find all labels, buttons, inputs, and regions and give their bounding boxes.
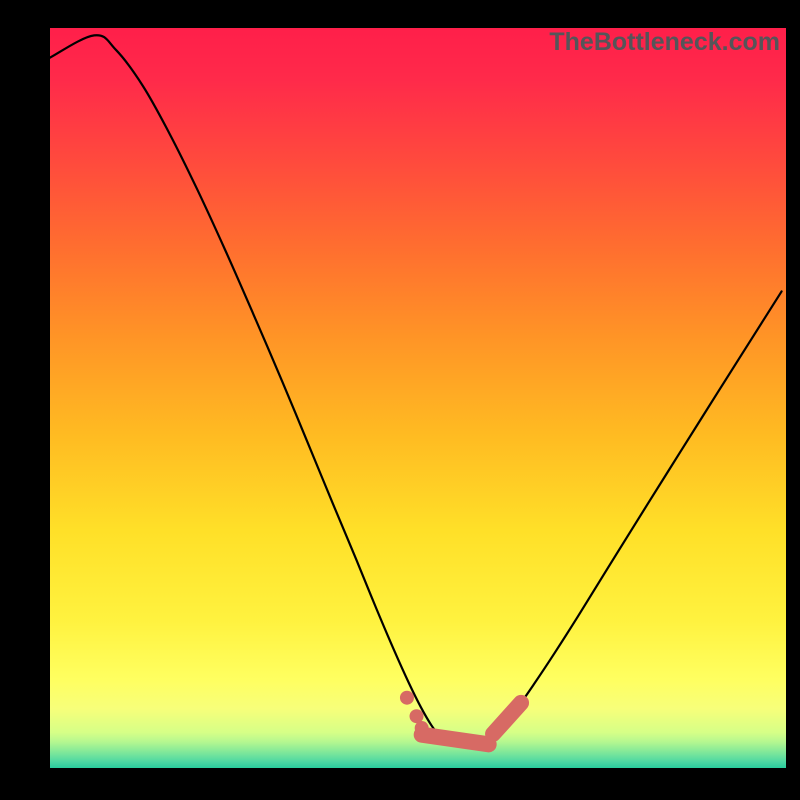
chart-frame: TheBottleneck.com xyxy=(18,0,782,782)
plot-area: TheBottleneck.com xyxy=(50,28,786,768)
curve-right xyxy=(492,291,782,736)
marker-bar-0 xyxy=(422,735,489,745)
watermark-label: TheBottleneck.com xyxy=(549,28,780,57)
marker-dot-0 xyxy=(400,691,414,705)
curve-left xyxy=(50,35,440,737)
marker-bar-1 xyxy=(493,703,521,734)
plot-svg xyxy=(50,28,786,768)
